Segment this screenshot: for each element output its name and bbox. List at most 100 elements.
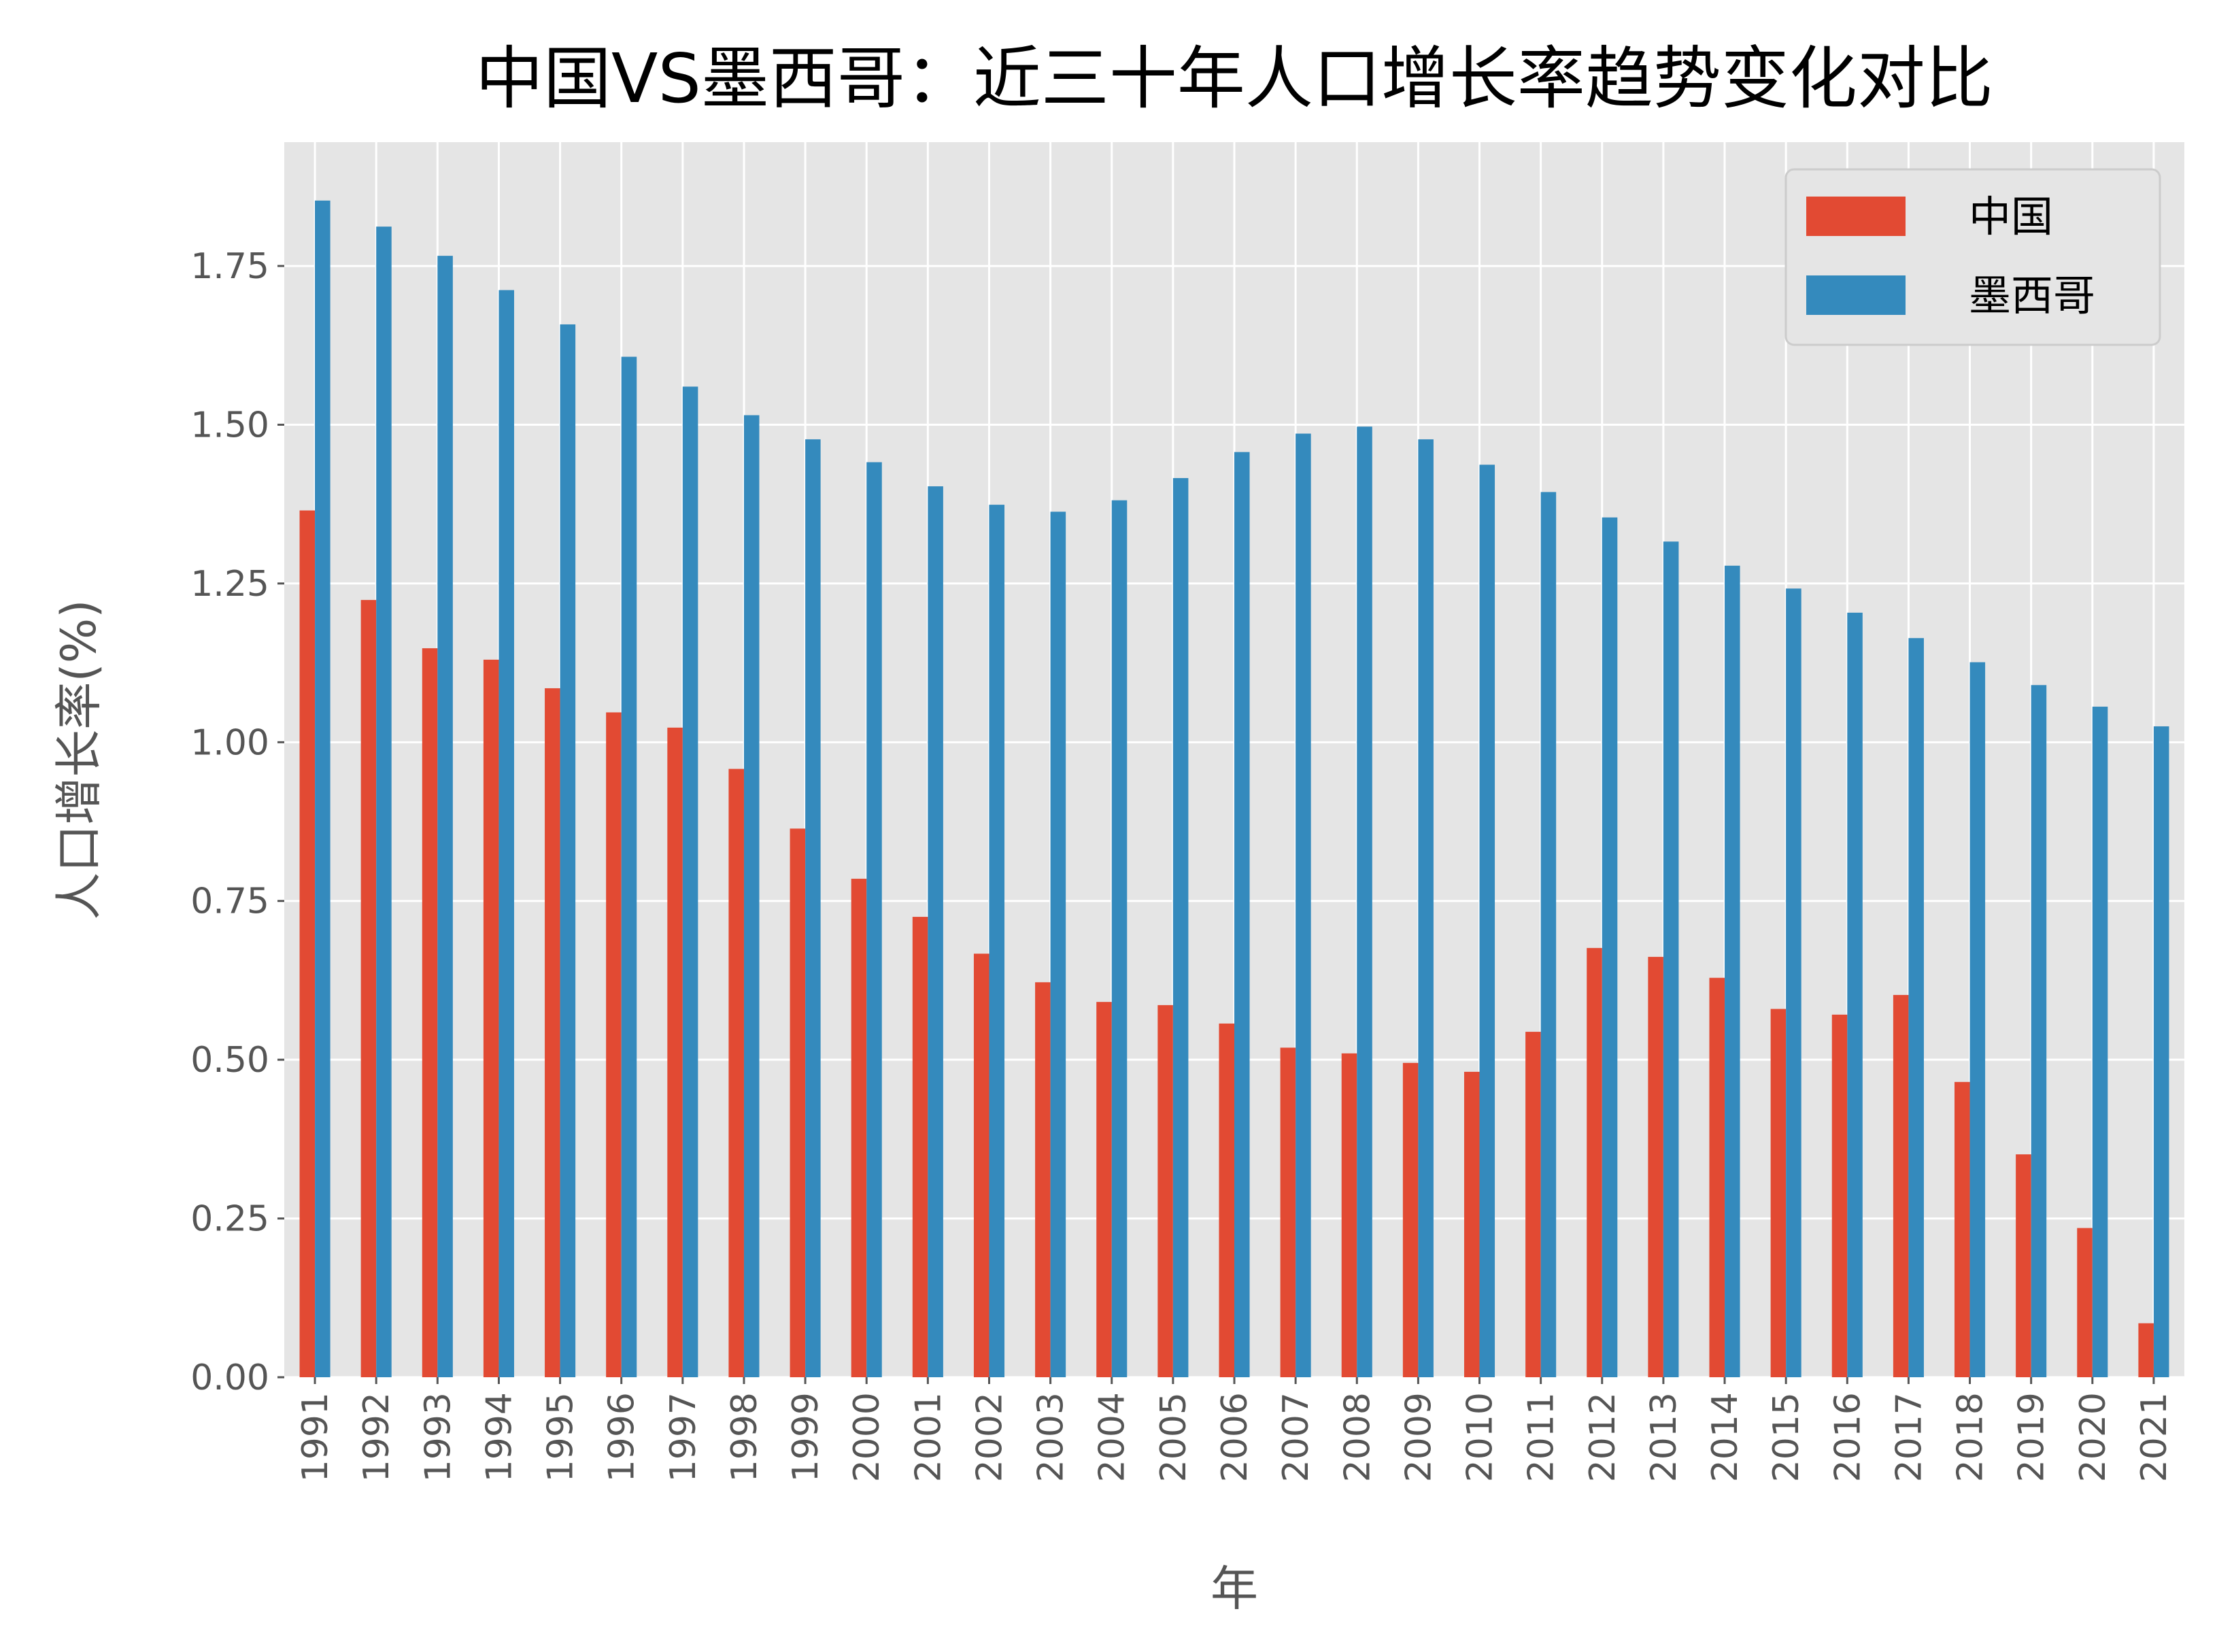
y-tick-label: 0.50 — [190, 1040, 269, 1081]
bar-china-2020 — [2077, 1228, 2093, 1377]
x-tick-label: 2015 — [1766, 1392, 1807, 1482]
y-tick-label: 1.25 — [190, 564, 269, 605]
bar-mexico-2011 — [1540, 492, 1557, 1377]
x-tick-label: 2010 — [1460, 1392, 1501, 1482]
x-tick-label: 2007 — [1276, 1392, 1317, 1482]
bar-mexico-1993 — [437, 256, 453, 1377]
bar-china-1993 — [422, 648, 438, 1377]
x-tick-label: 2000 — [847, 1392, 887, 1482]
y-axis-label: 人口增长率(%) — [51, 599, 107, 920]
bar-mexico-1998 — [743, 415, 760, 1377]
bar-mexico-1991 — [315, 200, 331, 1377]
legend: 中国 墨西哥 — [1784, 168, 2161, 346]
bar-mexico-2001 — [928, 486, 943, 1377]
x-tick-label: 2016 — [1827, 1392, 1868, 1482]
x-tick-label: 1998 — [724, 1392, 765, 1482]
bar-mexico-1999 — [805, 439, 821, 1377]
y-tick-label: 0.75 — [190, 881, 269, 922]
x-tick-label: 2001 — [908, 1392, 949, 1482]
x-tick-label: 2005 — [1153, 1392, 1194, 1482]
bar-mexico-2008 — [1357, 426, 1372, 1377]
bar-china-1999 — [790, 828, 806, 1377]
bar-china-2000 — [851, 879, 867, 1377]
bar-china-2008 — [1341, 1053, 1357, 1377]
x-axis-label: 年 — [1211, 1561, 1258, 1617]
bar-mexico-2009 — [1418, 439, 1434, 1377]
x-tick-label: 2003 — [1031, 1392, 1072, 1482]
bar-mexico-1996 — [621, 356, 637, 1377]
bar-china-2009 — [1402, 1062, 1419, 1377]
bar-mexico-1995 — [560, 324, 576, 1377]
bar-china-1998 — [728, 769, 744, 1377]
legend-swatch-china — [1806, 197, 1906, 236]
legend-swatch-mexico — [1806, 275, 1906, 315]
bar-mexico-2010 — [1479, 465, 1495, 1378]
y-tick-label: 0.00 — [190, 1358, 269, 1398]
bar-china-1991 — [299, 510, 316, 1377]
bar-china-2016 — [1831, 1014, 1848, 1377]
bar-china-2001 — [912, 917, 928, 1377]
x-tick-label: 1999 — [785, 1392, 826, 1482]
legend-label-mexico: 墨西哥 — [1969, 271, 2095, 320]
bar-mexico-2003 — [1050, 511, 1066, 1378]
x-tick-label: 1997 — [663, 1392, 704, 1482]
bar-mexico-2020 — [2092, 707, 2108, 1377]
bar-china-1996 — [606, 712, 622, 1377]
y-tick-label: 0.25 — [190, 1199, 269, 1240]
bar-mexico-2007 — [1296, 433, 1311, 1377]
bar-china-2006 — [1219, 1023, 1234, 1377]
x-tick-label: 2020 — [2073, 1392, 2114, 1482]
x-tick-label: 2019 — [2012, 1392, 2052, 1482]
bar-china-2015 — [1770, 1009, 1787, 1377]
y-tick-label: 1.75 — [190, 246, 269, 287]
bar-mexico-1992 — [376, 226, 392, 1377]
bar-china-2018 — [1954, 1081, 1970, 1377]
x-tick-label: 2017 — [1889, 1392, 1929, 1482]
legend-label-china: 中国 — [1969, 192, 2053, 241]
bar-mexico-2002 — [989, 505, 1005, 1377]
bar-mexico-2018 — [1969, 662, 1986, 1378]
x-tick-label: 2004 — [1092, 1392, 1133, 1482]
bar-china-2003 — [1035, 982, 1051, 1377]
x-tick-label: 2018 — [1950, 1392, 1991, 1482]
bar-china-2010 — [1463, 1071, 1480, 1377]
x-tick-label: 1995 — [541, 1392, 581, 1482]
x-tick-label: 2011 — [1521, 1392, 1562, 1482]
bar-china-1997 — [667, 727, 683, 1377]
x-tick-label: 2014 — [1705, 1392, 1746, 1482]
bar-china-2005 — [1157, 1005, 1173, 1377]
bar-mexico-2014 — [1725, 565, 1740, 1377]
bar-mexico-1997 — [682, 386, 698, 1377]
x-tick-label: 2009 — [1398, 1392, 1439, 1482]
x-tick-label: 2008 — [1337, 1392, 1378, 1482]
bar-china-2002 — [973, 954, 989, 1377]
bar-china-2004 — [1096, 1002, 1112, 1377]
x-tick-label: 2013 — [1644, 1392, 1685, 1482]
bar-mexico-2019 — [2031, 685, 2047, 1377]
bar-mexico-2000 — [866, 462, 882, 1377]
bar-mexico-2015 — [1786, 588, 1801, 1377]
bar-china-2019 — [2016, 1154, 2031, 1377]
x-tick-label: 1991 — [295, 1392, 336, 1482]
bar-china-1992 — [360, 600, 377, 1378]
bar-mexico-2005 — [1172, 477, 1189, 1377]
x-tick-label: 1994 — [479, 1392, 520, 1482]
bar-mexico-1994 — [498, 290, 514, 1378]
bar-china-1994 — [483, 659, 499, 1377]
bar-china-2007 — [1280, 1047, 1296, 1377]
x-tick-label: 2006 — [1215, 1392, 1255, 1482]
y-tick-label: 1.50 — [190, 405, 269, 445]
bar-mexico-2016 — [1847, 612, 1863, 1377]
x-tick-label: 1992 — [356, 1392, 397, 1482]
bar-china-2011 — [1525, 1032, 1541, 1377]
bar-mexico-2021 — [2153, 726, 2169, 1377]
bar-mexico-2012 — [1602, 517, 1618, 1378]
x-tick-label: 2021 — [2134, 1392, 2175, 1482]
bar-china-2013 — [1648, 956, 1663, 1377]
bar-mexico-2013 — [1663, 541, 1679, 1378]
x-tick-label: 1993 — [418, 1392, 458, 1482]
x-tick-label: 2012 — [1583, 1392, 1623, 1482]
bar-china-2014 — [1709, 977, 1725, 1377]
bar-china-1995 — [545, 688, 560, 1377]
